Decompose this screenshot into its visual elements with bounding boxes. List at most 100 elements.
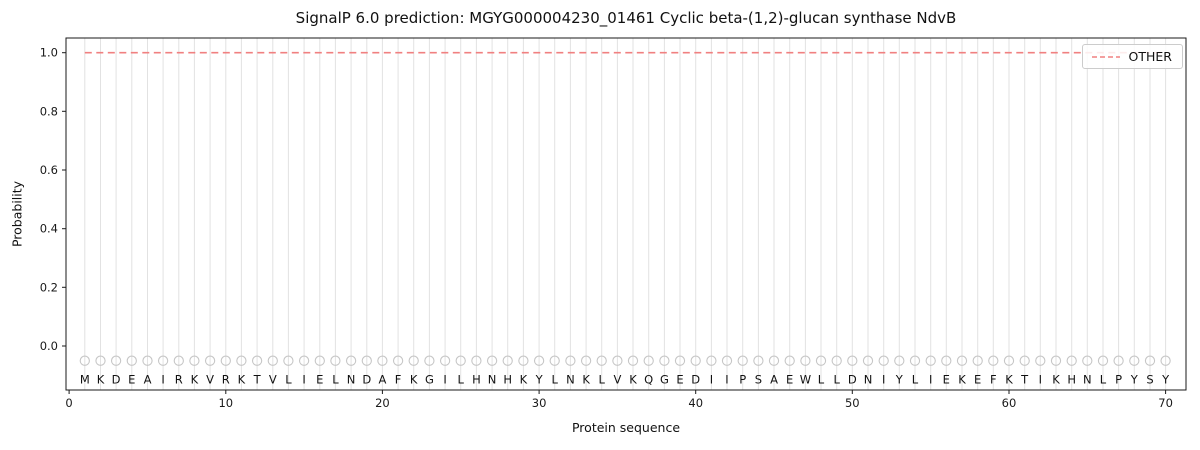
y-tick-label: 0.4 — [40, 222, 58, 236]
sequence-letter: Y — [1130, 373, 1139, 387]
sequence-letter: I — [1039, 373, 1042, 387]
sequence-letter: L — [818, 373, 825, 387]
residue-marker — [596, 355, 607, 366]
sequence-letter: Y — [895, 373, 904, 387]
residue-marker — [220, 355, 231, 366]
sequence-letter: I — [443, 373, 446, 387]
residue-marker — [345, 355, 357, 366]
residue-marker — [549, 355, 560, 366]
residue-marker — [314, 355, 325, 366]
sequence-letter: N — [1083, 373, 1092, 387]
sequence-letter: L — [833, 373, 840, 387]
residue-marker — [753, 355, 764, 366]
plot-border — [65, 37, 1187, 391]
residue-marker — [236, 355, 247, 366]
sequence-letter: H — [1067, 373, 1076, 387]
sequence-letter: N — [566, 373, 575, 387]
y-axis-label: Probability — [9, 180, 25, 248]
residue-marker — [408, 355, 419, 366]
residue-marker — [142, 355, 153, 366]
sequence-letter: E — [974, 373, 981, 387]
sequence-letter: T — [1020, 373, 1029, 387]
sequence-letter: S — [1146, 373, 1153, 387]
residue-marker — [204, 355, 216, 366]
residue-markers — [79, 355, 1171, 366]
sequence-letter: W — [800, 373, 811, 387]
sequence-letter: F — [990, 373, 997, 387]
residue-marker — [721, 355, 733, 366]
sequence-letter: V — [269, 373, 277, 387]
sequence-letter: S — [755, 373, 762, 387]
x-tick-label: 10 — [218, 396, 233, 410]
x-tick-label: 0 — [65, 396, 72, 410]
sequence-letter: L — [332, 373, 339, 387]
residue-marker — [471, 355, 482, 366]
residue-marker — [157, 355, 169, 366]
residue-marker — [909, 355, 921, 366]
y-ticks — [62, 52, 66, 347]
legend-line-sample — [1091, 55, 1120, 58]
residue-marker — [377, 355, 388, 366]
sequence-letter: E — [943, 373, 950, 387]
sequence-letter: D — [112, 373, 121, 387]
residue-marker — [972, 355, 983, 366]
residue-marker — [1082, 355, 1093, 366]
sequence-letter: I — [882, 373, 885, 387]
sequence-letter: L — [457, 373, 464, 387]
residue-marker — [1019, 355, 1030, 366]
sequence-letter: K — [958, 373, 966, 387]
sequence-letter: Y — [1161, 373, 1170, 387]
sequence-letter: D — [362, 373, 371, 387]
residue-marker — [800, 355, 811, 366]
residue-marker — [95, 355, 106, 366]
y-tick-label: 0.6 — [40, 163, 58, 177]
sequence-letter: K — [97, 373, 105, 387]
residue-marker — [784, 355, 795, 366]
sequence-letter: K — [582, 373, 590, 387]
sequence-letter: K — [191, 373, 199, 387]
residue-marker — [361, 355, 372, 366]
sequence-letter: K — [520, 373, 528, 387]
sequence-letter: A — [144, 373, 152, 387]
x-tick-label: 50 — [845, 396, 860, 410]
sequence-letter: I — [161, 373, 164, 387]
chart-title: SignalP 6.0 prediction: MGYG000004230_01… — [295, 9, 957, 27]
residue-marker — [737, 355, 748, 366]
residue-marker — [941, 355, 952, 366]
residue-marker — [533, 355, 545, 366]
residue-marker — [1066, 355, 1077, 366]
sequence-letter: L — [912, 373, 919, 387]
residue-marker — [1035, 355, 1046, 366]
y-tick-label: 1.0 — [40, 46, 58, 60]
sequence-letter: I — [302, 373, 305, 387]
residue-marker — [189, 355, 200, 366]
residue-marker — [439, 355, 451, 366]
residue-marker — [894, 355, 905, 366]
residue-marker — [392, 355, 404, 366]
residue-marker — [283, 355, 294, 366]
x-tick-label: 70 — [1158, 396, 1173, 410]
sequence-letter: V — [613, 373, 621, 387]
sequence-letter: A — [770, 373, 778, 387]
sequence-letter: P — [739, 373, 746, 387]
residue-marker — [267, 355, 278, 366]
sequence-letter: K — [1052, 373, 1060, 387]
sequence-letter: I — [929, 373, 932, 387]
residue-marker — [815, 355, 827, 366]
residue-marker — [298, 355, 310, 366]
x-tick-label: 40 — [688, 396, 703, 410]
sequence-letter: G — [660, 373, 669, 387]
sequence-letter: L — [1100, 373, 1107, 387]
residue-marker — [565, 355, 576, 366]
residue-marker — [674, 355, 686, 366]
sequence-letter: L — [285, 373, 292, 387]
y-tick-label: 0.0 — [40, 339, 58, 353]
legend: OTHER — [1081, 44, 1183, 69]
residue-marker — [110, 355, 122, 366]
sequence-letter: K — [1005, 373, 1013, 387]
sequence-letter: I — [725, 373, 728, 387]
sequence-letter: E — [128, 373, 135, 387]
y-tick-label: 0.2 — [40, 280, 58, 294]
